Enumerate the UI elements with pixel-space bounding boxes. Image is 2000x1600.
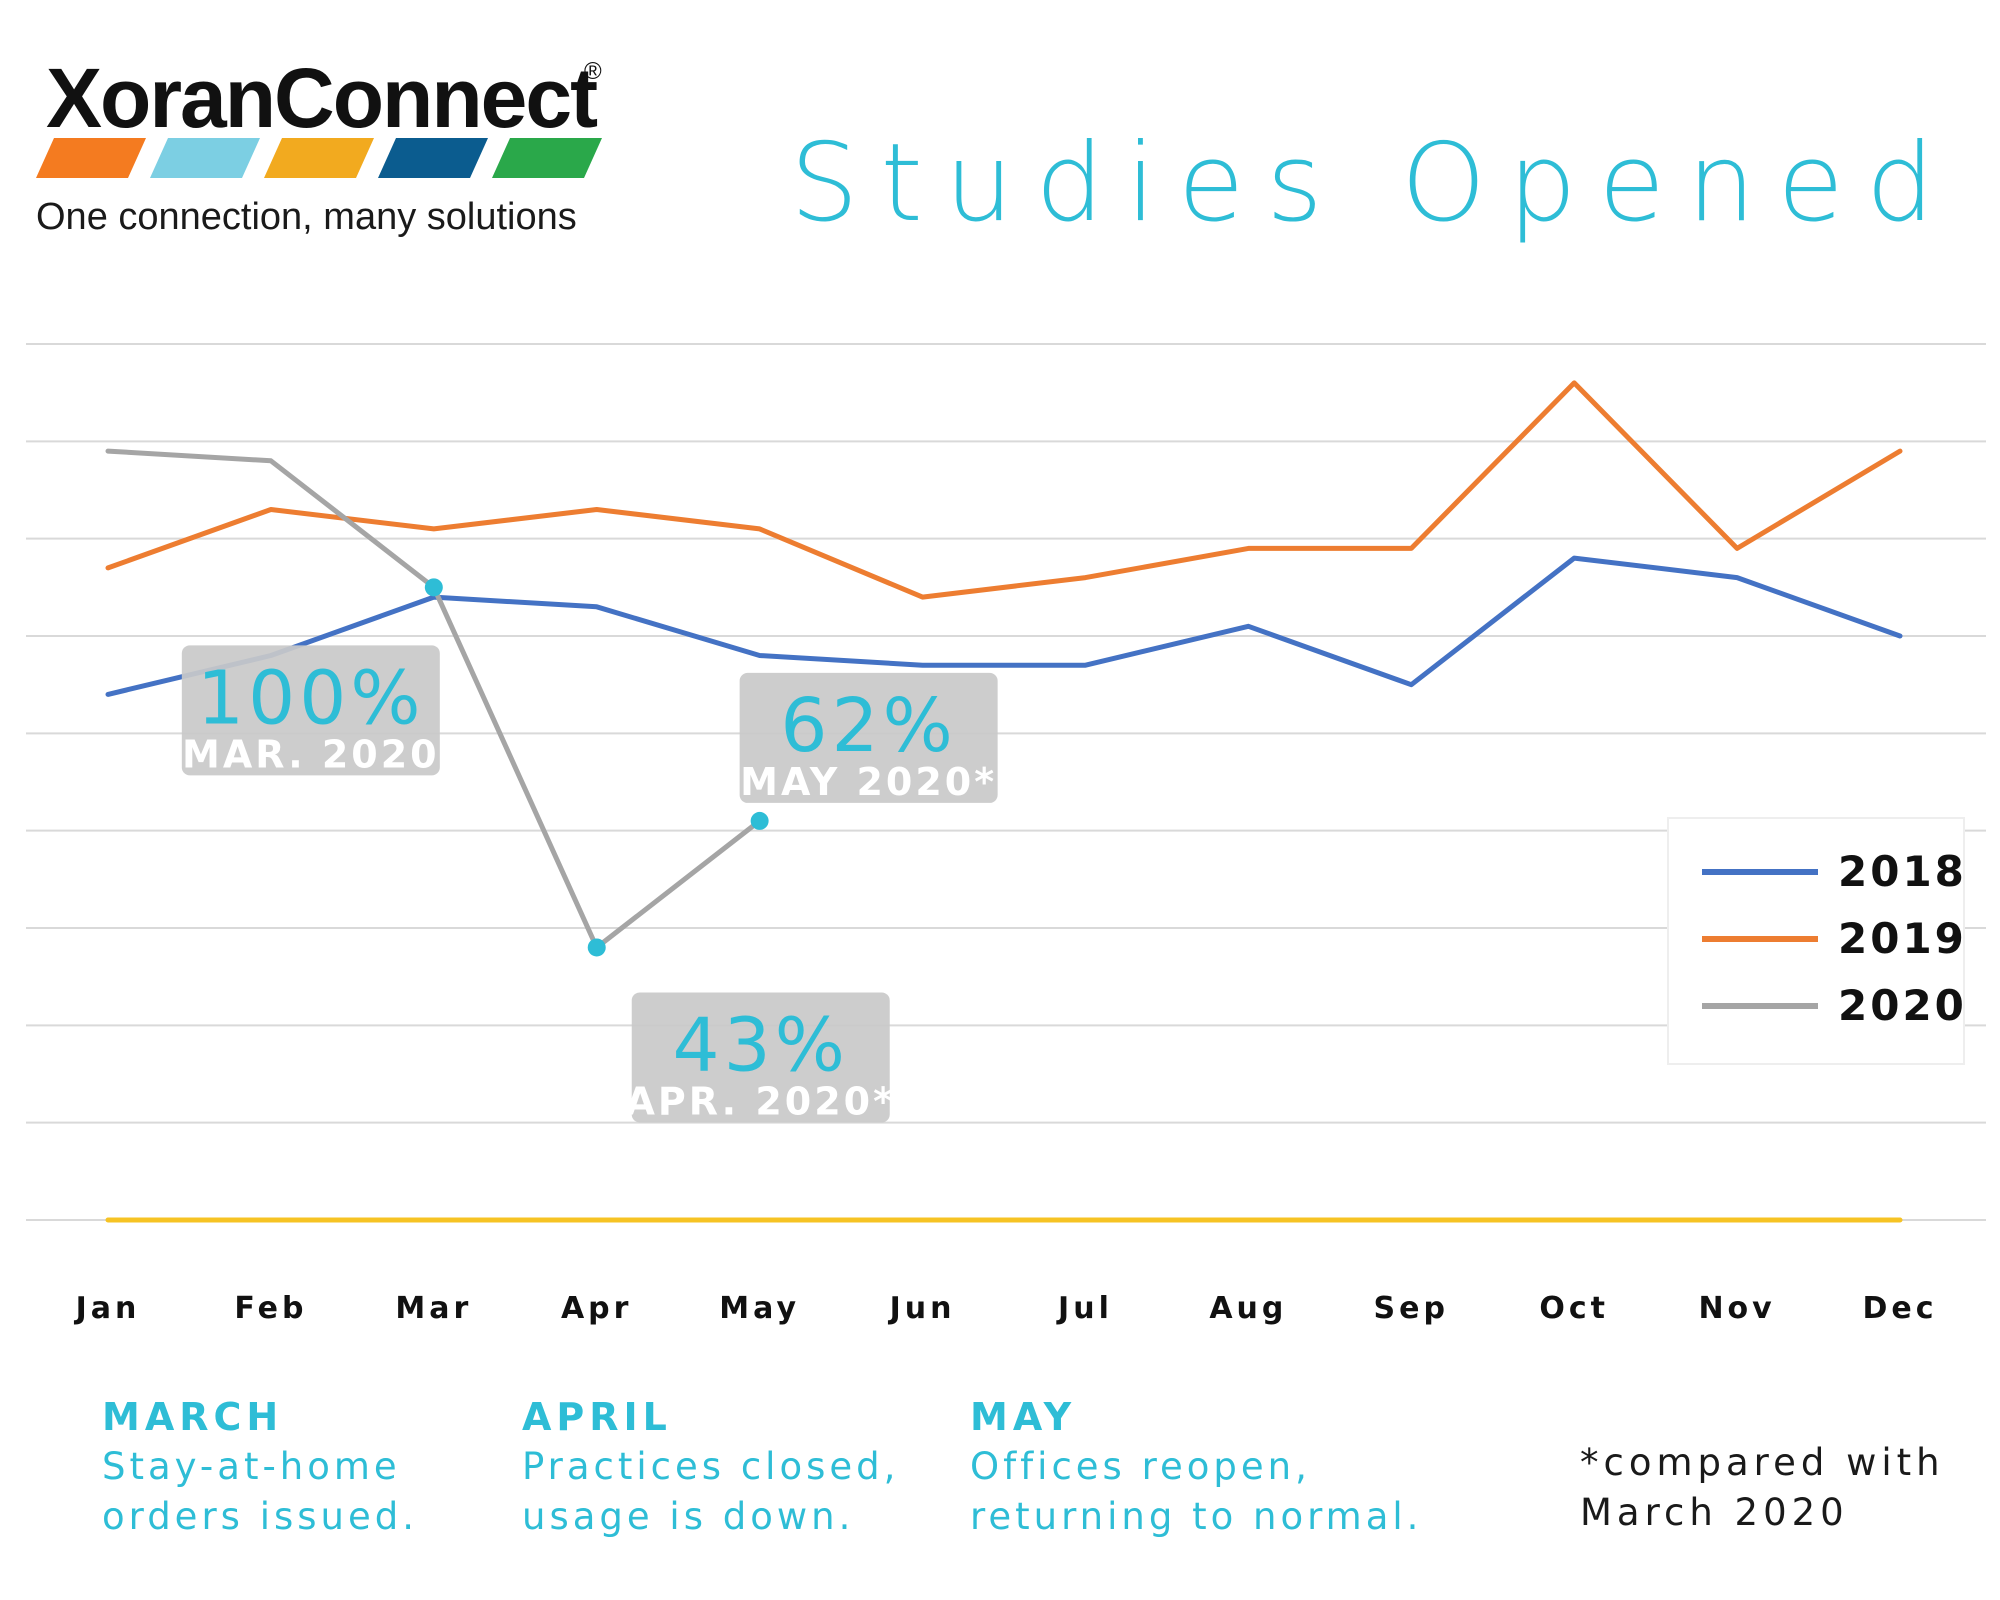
x-tick-label: Apr [561,1291,633,1326]
data-marker-may [750,811,769,830]
data-markers [424,578,769,957]
chart-title: Studies Opened [790,121,1957,246]
callout-apr: 43%APR. 2020* [625,992,896,1123]
series-line-2019 [105,380,1903,600]
note-april: APRIL Practices closed, usage is down. [522,1392,899,1542]
logo-stripe-green [492,138,602,178]
callout-label: MAR. 2020 [182,732,440,776]
data-marker-mar [424,578,443,597]
callouts: 100%MAR. 2020 43%APR. 2020* 62%MAY 2020* [181,645,998,1123]
footnote-line: *compared with [1580,1441,1945,1484]
note-text: returning to normal. [970,1495,1423,1538]
logo-stripe-orange [36,138,146,178]
note-text: Offices reopen, [970,1445,1311,1488]
x-tick-label: May [719,1291,800,1326]
legend-label-2018: 2018 [1838,847,1967,896]
x-tick-label: Dec [1862,1291,1937,1326]
logo-name: XoranConnect [46,51,598,145]
note-text: usage is down. [522,1495,855,1538]
x-tick-label: Mar [395,1291,472,1326]
callout-value: 100% [197,655,425,741]
logo-stripe-yellow [264,138,374,178]
note-heading: MAY [970,1395,1077,1439]
callout-box [181,645,440,776]
footnote: *compared with March 2020 [1580,1438,1945,1538]
note-may: MAY Offices reopen, returning to normal. [970,1392,1422,1542]
note-heading: MARCH [102,1395,284,1439]
gridlines [26,343,1986,1221]
logo-stripe-navy [378,138,488,178]
callout-value: 62% [780,683,956,769]
x-tick-label: Oct [1539,1291,1609,1326]
series-line-2018 [105,555,1903,697]
registered-mark: ® [584,58,602,85]
footnote-line: March 2020 [1580,1491,1849,1534]
note-heading: APRIL [522,1395,672,1439]
logo-stripes [36,138,602,178]
callout-value: 43% [672,1002,848,1088]
callout-label: APR. 2020* [625,1079,896,1123]
logo: XoranConnect ® One connection, many solu… [36,56,656,246]
legend-label-2019: 2019 [1838,914,1967,963]
x-axis-ticks: Jan Feb Mar Apr May Jun Jul Aug Sep Oct Nov Dec [74,1291,1937,1326]
x-tick-label: Sep [1374,1291,1449,1326]
logo-tagline: One connection, many solutions [36,196,577,238]
x-tick-label: Jul [1056,1291,1113,1326]
x-tick-label: Jun [888,1291,956,1326]
callout-mar: 100%MAR. 2020 [181,645,440,776]
x-tick-label: Aug [1209,1291,1287,1326]
x-tick-label: Feb [234,1291,307,1326]
legend: 2018 2019 2020 [1667,817,1967,1065]
callout-may: 62%MAY 2020* [739,672,998,804]
callout-box [739,672,998,803]
logo-stripe-lightblue [150,138,260,178]
note-text: orders issued. [102,1495,418,1538]
series-lines [105,380,1903,1223]
note-text: Practices closed, [522,1445,900,1488]
legend-label-2020: 2020 [1838,981,1967,1030]
callout-label: MAY 2020* [740,760,997,804]
data-marker-apr [587,938,606,957]
x-tick-label: Jan [74,1291,141,1326]
note-text: Stay-at-home [102,1445,401,1488]
callout-box [631,992,890,1123]
x-tick-label: Nov [1698,1291,1775,1326]
note-march: MARCH Stay-at-home orders issued. [102,1392,418,1542]
